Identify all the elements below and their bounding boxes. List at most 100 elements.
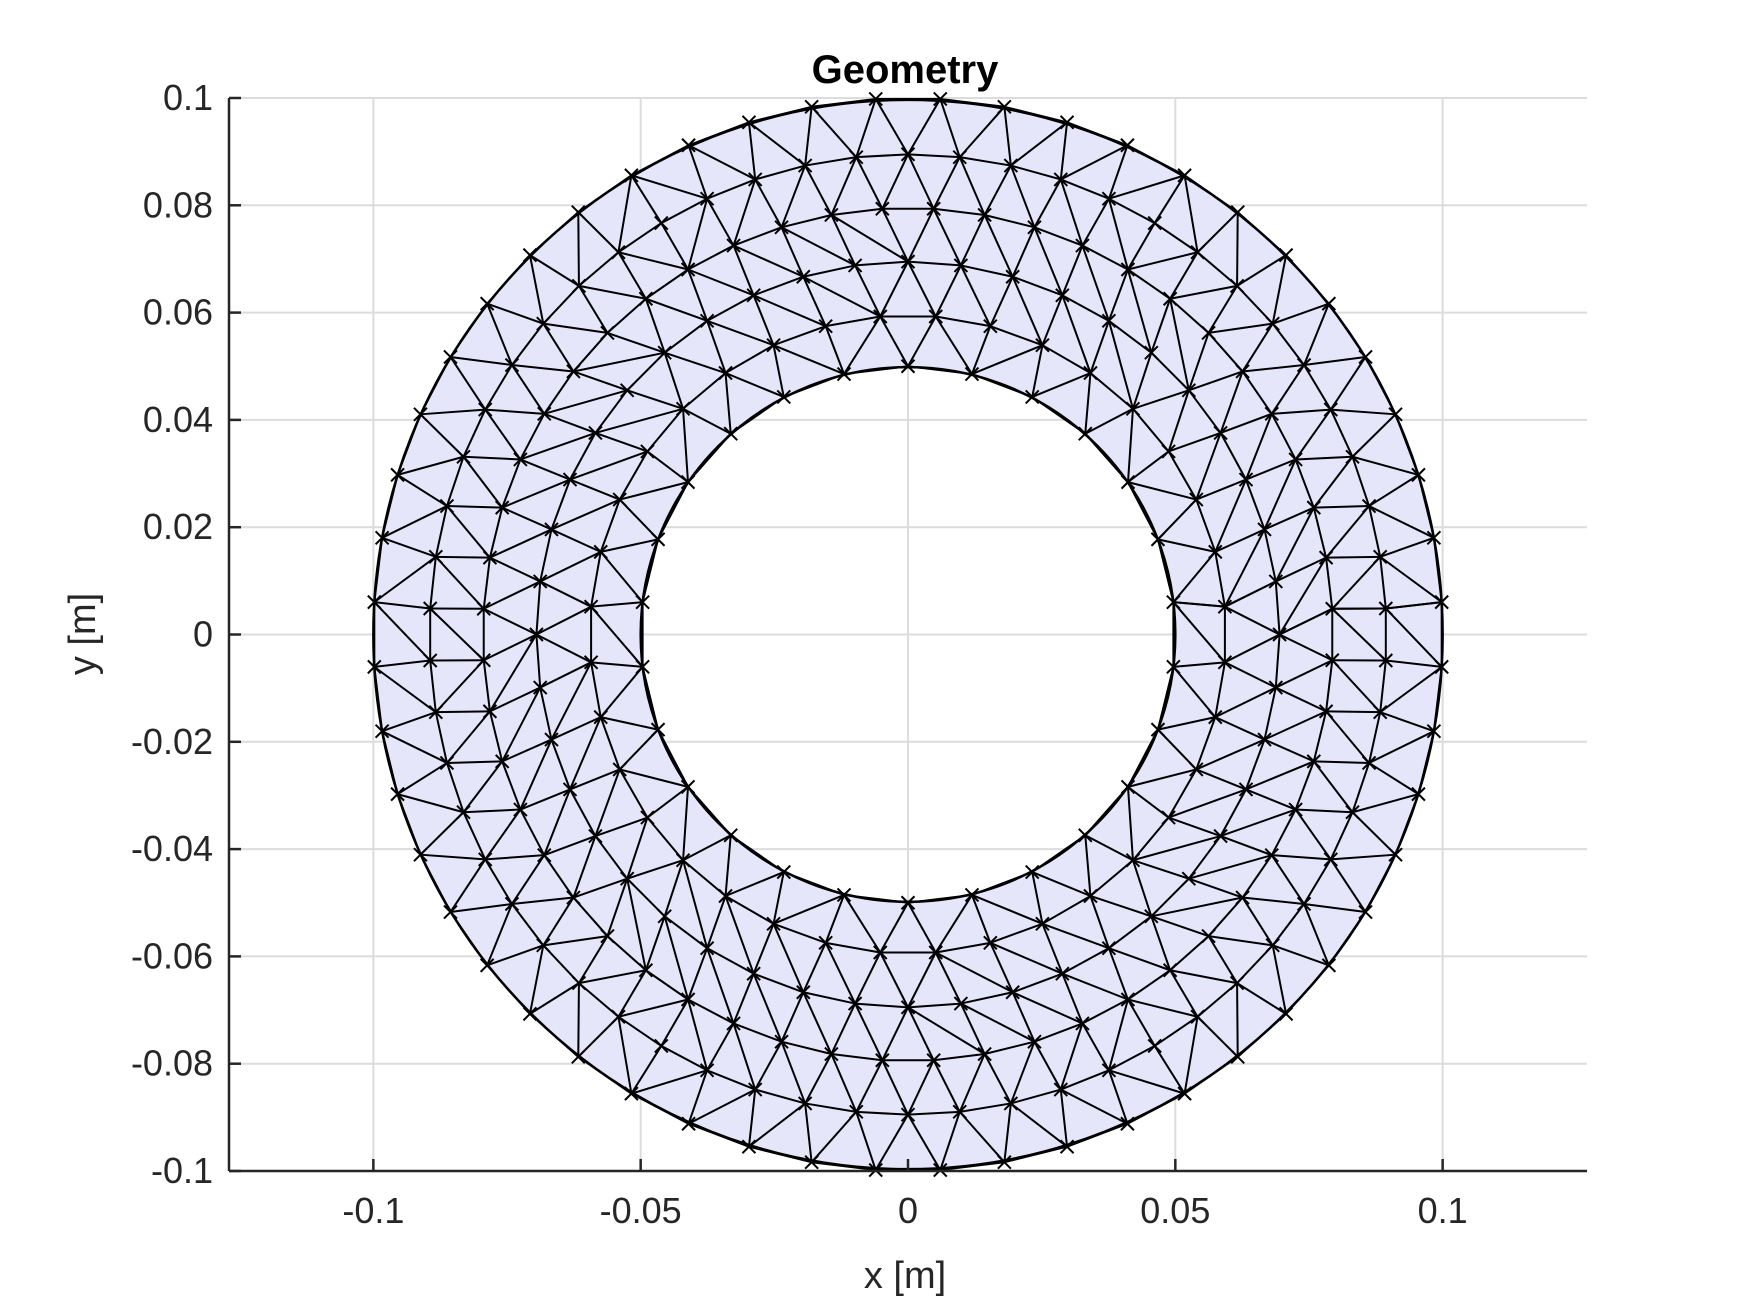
mesh-edge-197 [706, 1069, 756, 1091]
mesh-edge-495 [1151, 915, 1209, 938]
mesh-edge-516 [1294, 409, 1332, 461]
mesh-edge-478 [752, 973, 783, 1043]
mesh-node-266 [1426, 723, 1442, 739]
y-tick-label-1: -0.08 [131, 1043, 213, 1084]
mesh-node-16 [723, 828, 738, 843]
mesh-edge-175 [706, 178, 756, 200]
mesh-node-211 [1323, 852, 1338, 867]
mesh-node-81 [562, 472, 578, 487]
mesh-edge-676 [373, 666, 437, 713]
mesh-node-263 [1358, 904, 1373, 920]
mesh-edge-489 [1012, 991, 1083, 1025]
mesh-edge-249 [577, 1056, 632, 1095]
mesh-node-118 [926, 201, 941, 216]
mesh-edge-291 [682, 408, 689, 483]
mesh-edge-674 [373, 601, 431, 662]
mesh-edge-316 [971, 894, 992, 944]
mesh-node-187 [422, 653, 438, 668]
mesh-edge-252 [748, 1145, 812, 1164]
mesh-edge-622 [1379, 536, 1435, 558]
mesh-edge-390 [907, 952, 937, 1008]
mesh-edge-133 [488, 711, 504, 762]
mesh-edge-624 [1368, 474, 1419, 507]
mesh-edge-398 [1090, 895, 1152, 918]
mesh-edges [372, 97, 1444, 1172]
mesh-node-41 [612, 492, 627, 507]
y-tick-label-5: 0 [193, 614, 213, 655]
mesh-edge-552 [511, 364, 574, 373]
mesh-node-92 [746, 966, 761, 981]
mesh-node-40 [640, 444, 655, 459]
mesh-node-50 [766, 916, 781, 932]
mesh-node-136 [537, 847, 552, 863]
mesh-edge-712 [1183, 1016, 1199, 1094]
mesh-edge-723 [1352, 793, 1419, 814]
mesh-node-32 [1035, 337, 1050, 353]
mesh-node-261 [1278, 1006, 1294, 1022]
mesh-edge-556 [463, 455, 521, 461]
mesh-node-225 [1120, 138, 1135, 153]
mesh-edge-29 [1132, 408, 1170, 453]
mesh-node-210 [1296, 896, 1312, 912]
mesh-edge-533 [958, 156, 986, 216]
mesh-node-43 [583, 599, 599, 614]
mesh-edge-658 [577, 211, 620, 253]
mesh-edge-296 [599, 551, 644, 603]
mesh-edge-678 [381, 730, 448, 764]
mesh-edge-542 [732, 179, 757, 246]
mesh-edge-707 [1059, 1089, 1069, 1147]
mesh-edge-629 [1303, 355, 1366, 367]
mesh-edge-26 [1214, 551, 1226, 607]
mesh-edge-206 [1154, 1015, 1199, 1047]
mesh-edge-580 [618, 998, 689, 1018]
mesh-node-79 [619, 383, 635, 398]
mesh-edge-583 [706, 1022, 735, 1071]
mesh-node-70 [1055, 288, 1070, 303]
mesh-edge-680 [397, 793, 464, 814]
mesh-node-185 [428, 549, 444, 565]
mesh-node-176 [699, 191, 715, 206]
mesh-edge-690 [577, 1016, 620, 1058]
mesh-edge-256 [1004, 1145, 1068, 1164]
mesh-edge-634 [1236, 212, 1239, 286]
mesh-node-101 [1181, 871, 1197, 886]
mesh-node-183 [456, 449, 471, 464]
mesh-edge-343 [1061, 294, 1092, 374]
mesh-node-256 [997, 1155, 1012, 1170]
mesh-edge-223 [1184, 174, 1239, 213]
mesh-edge-714 [1236, 983, 1239, 1057]
mesh-edge-482 [854, 1003, 884, 1061]
mesh-edge-535 [907, 153, 935, 210]
mesh-node-126 [566, 364, 581, 379]
mesh-edge-322 [1127, 786, 1134, 861]
mesh-edge-405 [1195, 738, 1265, 771]
mesh-node-262 [1321, 958, 1337, 973]
mesh-edge-308 [725, 871, 785, 897]
mesh-node-160 [1361, 498, 1377, 514]
chart-title: Geometry [812, 48, 999, 92]
mesh-edge-158 [1379, 556, 1387, 609]
mesh-edge-232 [630, 144, 690, 177]
mesh-edge-500 [1220, 808, 1296, 838]
mesh-node-98 [1055, 966, 1070, 981]
mesh-edge-244 [396, 793, 422, 856]
mesh-edge-466 [520, 788, 571, 811]
mesh-node-234 [571, 204, 586, 220]
mesh-edge-73 [855, 260, 909, 267]
mesh-node-188 [428, 704, 444, 720]
mesh-edge-524 [1169, 251, 1199, 300]
mesh-node-205 [1101, 1063, 1117, 1078]
mesh-edge-245 [419, 854, 452, 913]
mesh-edge-127 [519, 413, 546, 460]
mesh-edge-436 [881, 208, 909, 263]
mesh-node-108 [1306, 500, 1322, 515]
mesh-edge-432 [983, 214, 1014, 278]
mesh-edge-203 [1010, 1088, 1062, 1105]
mesh-edge-280 [971, 325, 992, 375]
mesh-node-219 [1388, 407, 1403, 422]
mesh-edge-31 [1041, 344, 1091, 374]
mesh-edge-654 [687, 144, 709, 200]
mesh-edge-416 [1264, 506, 1315, 531]
mesh-node-67 [1181, 383, 1197, 398]
mesh-edge-327 [1172, 666, 1217, 718]
